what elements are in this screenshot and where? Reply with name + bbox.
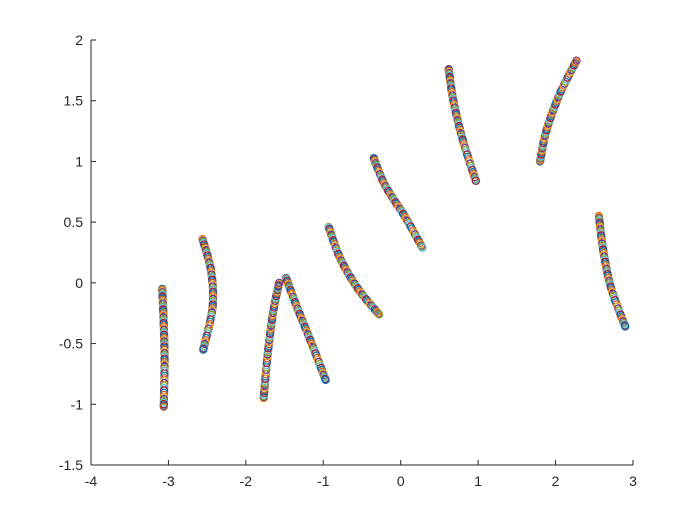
scatter-point [321,375,330,385]
scatter-point [274,278,284,288]
x-tick-label: 3 [629,473,637,489]
plot-area [158,56,630,411]
scatter-point [374,309,383,318]
scatter-point [373,308,382,317]
y-axis-ticks: -1.5 -1 -0.5 0 0.5 1 1.5 2 [59,32,96,473]
scatter-point [418,243,427,252]
x-axis-ticks: -4 -3 -2 -1 0 1 2 3 [85,460,637,489]
x-tick-label: -3 [162,473,175,489]
y-tick-label: -1.5 [59,457,83,473]
data-segment [158,284,169,411]
data-segment [535,56,581,166]
data-segment [369,153,427,252]
data-segment [259,278,284,403]
scatter-point [374,310,384,319]
scatter-point [372,307,381,316]
y-tick-label: 1 [75,153,83,169]
data-segment [444,64,480,186]
y-tick-label: 1.5 [64,93,84,109]
axes [90,40,633,466]
data-segment [324,222,384,319]
y-tick-label: 0.5 [64,214,84,230]
data-segment [281,273,330,385]
x-tick-label: 1 [474,473,482,489]
y-tick-label: -1 [71,396,84,412]
scatter-point [199,345,208,354]
scatter-point [159,402,168,411]
x-tick-label: -4 [85,473,98,489]
scatter-point [159,388,169,397]
x-tick-label: -1 [317,473,330,489]
scatter-point [471,176,480,186]
x-tick-label: 2 [552,473,560,489]
y-tick-label: 0 [75,275,83,291]
scatter-point [159,386,169,395]
data-segment [198,234,218,354]
data-segment [594,211,630,331]
y-tick-label: -0.5 [59,336,83,352]
x-tick-label: -2 [240,473,253,489]
x-tick-label: 0 [397,473,405,489]
scatter-point [621,322,630,331]
scatter-point [572,56,581,65]
y-tick-label: 2 [75,32,83,48]
